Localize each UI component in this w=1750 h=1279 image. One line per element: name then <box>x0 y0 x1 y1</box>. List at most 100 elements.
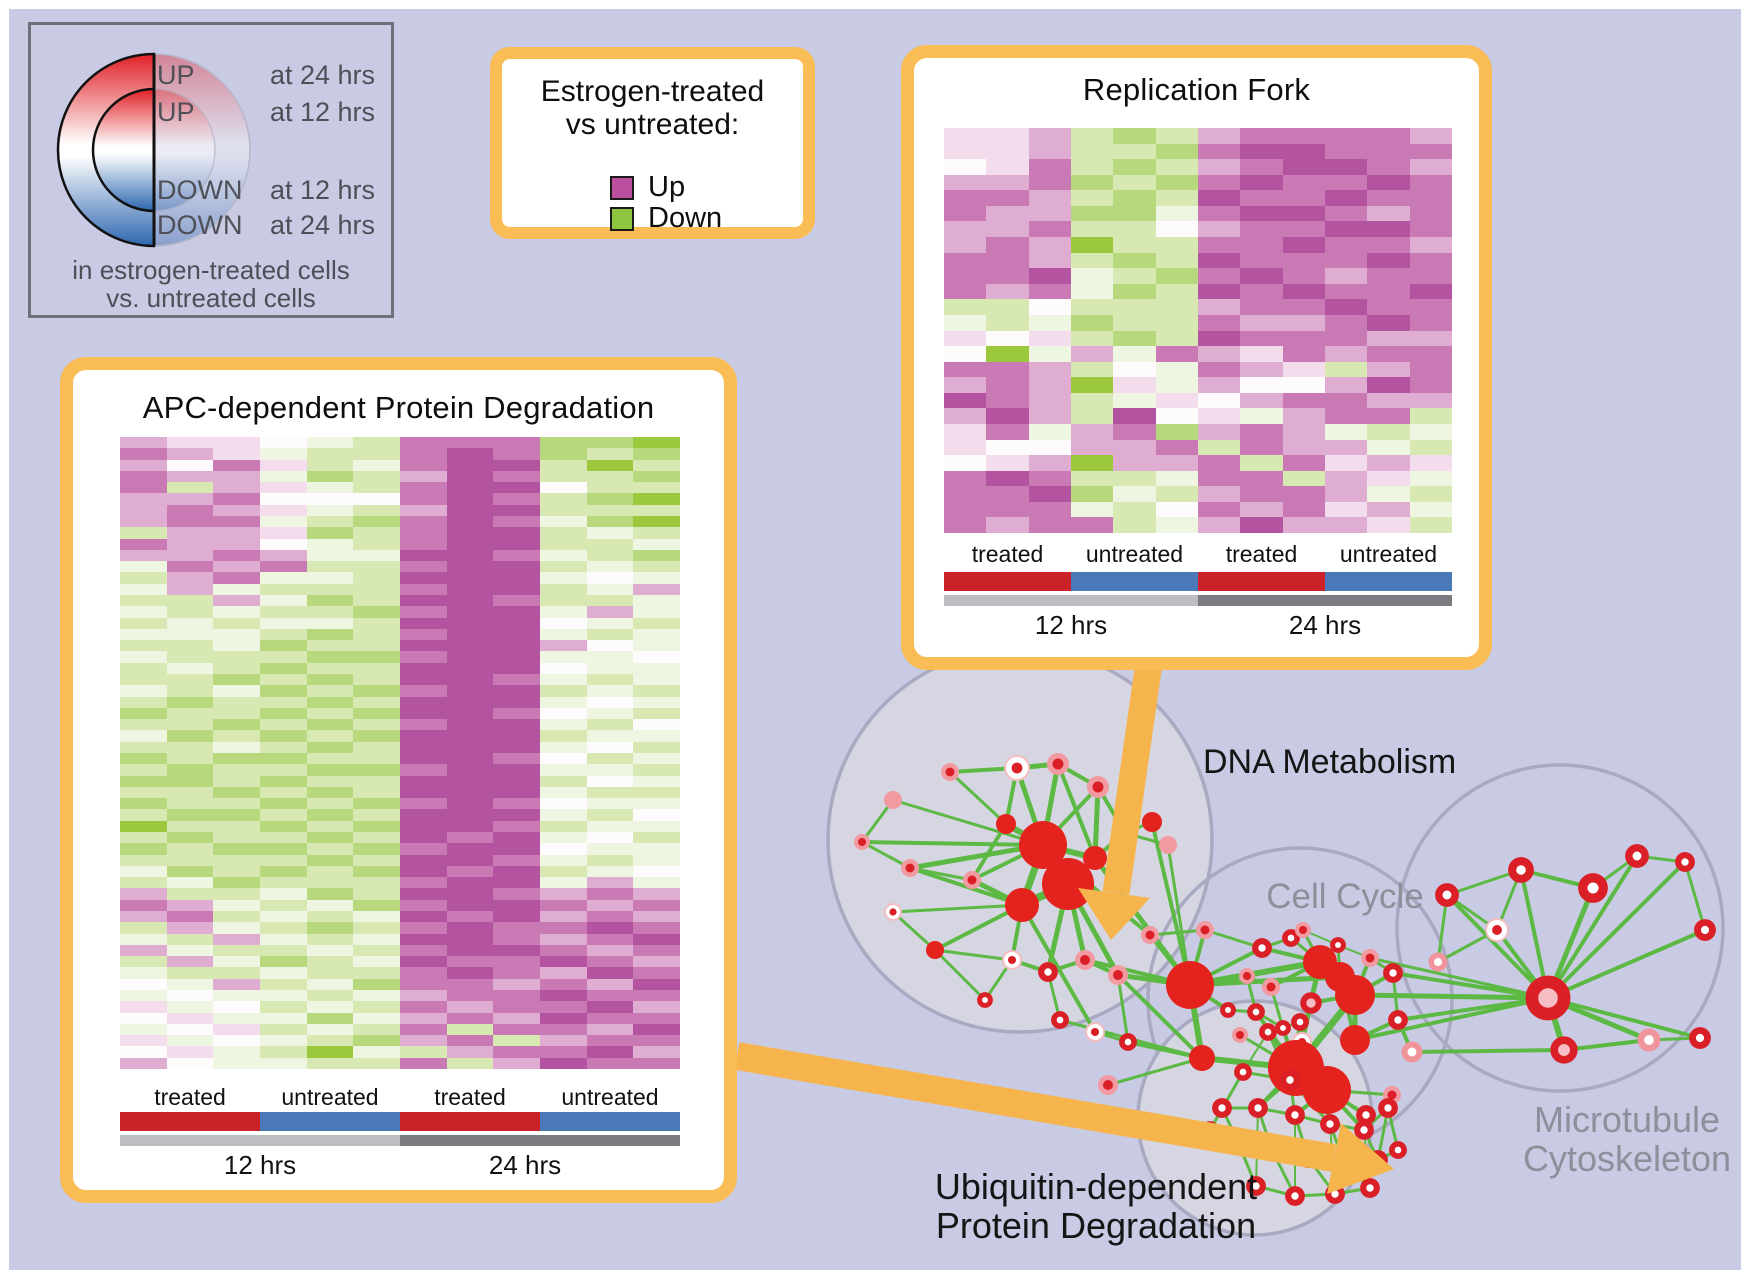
heatmap-cell <box>260 1001 307 1013</box>
heatmap-cell <box>260 538 307 550</box>
heatmap-cell <box>120 786 167 799</box>
heatmap-cell <box>540 515 587 528</box>
heatmap-cell <box>493 922 540 934</box>
heatmap-cell <box>306 1046 354 1058</box>
heatmap-cell <box>1197 190 1241 206</box>
heatmap-cell <box>446 1046 494 1058</box>
heatmap-cell <box>120 865 167 878</box>
apc-group-treated-24: treated <box>434 1084 506 1110</box>
heatmap-cell <box>400 437 447 449</box>
heatmap-cell <box>400 685 447 697</box>
heatmap-cell <box>260 764 307 776</box>
heatmap-cell <box>306 470 354 483</box>
heatmap-cell <box>213 617 260 629</box>
heatmap-cell <box>400 865 447 878</box>
heatmap-cell <box>633 809 680 821</box>
heatmap-cell <box>400 696 447 708</box>
heatmap-cell <box>166 527 214 539</box>
heatmap-cell <box>540 673 587 686</box>
heatmap-cell <box>400 1023 447 1036</box>
heatmap-cell <box>493 437 540 449</box>
heatmap-cell <box>260 628 307 641</box>
heatmap-cell <box>306 1035 354 1047</box>
heatmap-cell <box>493 944 540 957</box>
heatmap-cell <box>493 617 540 629</box>
heatmap-cell <box>1324 252 1368 269</box>
heatmap-cell <box>400 606 447 618</box>
heatmap-cell <box>1070 408 1114 424</box>
heatmap-cell <box>1197 299 1241 315</box>
heatmap-cell <box>166 899 214 911</box>
heatmap-cell <box>586 437 634 449</box>
heatmap-cell <box>944 392 987 409</box>
heatmap-cell <box>586 967 634 979</box>
heatmap-cell <box>986 159 1029 175</box>
heatmap-cell <box>260 1012 307 1024</box>
heatmap-cell <box>353 944 400 957</box>
heatmap-cell <box>400 561 447 573</box>
heatmap-cell <box>353 696 400 708</box>
heatmap-cell <box>540 561 587 573</box>
heatmap-cell <box>306 1023 354 1036</box>
heatmap-cell <box>166 719 214 731</box>
heatmap-cell <box>213 989 260 1002</box>
heatmap-cell <box>586 843 634 855</box>
heatmap-cell <box>493 640 540 652</box>
heatmap-cell <box>1367 392 1410 409</box>
heatmap-cell <box>353 504 400 516</box>
heatmap-cell <box>306 775 354 787</box>
heatmap-cell <box>1028 377 1071 393</box>
heatmap-cell <box>166 662 214 674</box>
heatmap-cell <box>1113 439 1156 456</box>
heatmap-cell <box>586 933 634 945</box>
heatmap-cell <box>540 854 587 866</box>
heatmap-cell <box>166 1001 214 1013</box>
heatmap-cell <box>633 1057 680 1069</box>
heatmap-cell <box>213 572 260 584</box>
legend-up-24: UP <box>157 60 195 90</box>
heatmap-cell <box>400 538 447 550</box>
heatmap-cell <box>120 504 167 516</box>
heatmap-cell <box>633 899 680 911</box>
heatmap-cell <box>986 143 1029 160</box>
heatmap-cell <box>446 775 494 787</box>
heatmap-cell <box>1070 455 1114 471</box>
heatmap-cell <box>353 685 400 697</box>
heatmap-cell <box>213 922 260 934</box>
heatmap-cell <box>353 741 400 753</box>
heatmap-cell <box>633 538 680 550</box>
heatmap-cell <box>166 967 214 979</box>
heatmap-cell <box>400 459 447 471</box>
heatmap-cell <box>353 719 400 731</box>
heatmap-cell <box>306 843 354 855</box>
heatmap-cell <box>213 448 260 460</box>
heatmap-cell <box>166 640 214 652</box>
heatmap-cell <box>166 617 214 629</box>
heatmap-cell <box>400 527 447 539</box>
heatmap-cell <box>1409 268 1452 284</box>
heatmap-cell <box>400 809 447 821</box>
heatmap-cell <box>120 1057 167 1069</box>
heatmap-cell <box>400 1001 447 1013</box>
legend-down-12: DOWN <box>157 175 243 205</box>
heatmap-cell <box>260 549 307 562</box>
heatmap-cell <box>400 888 447 900</box>
heatmap-cell <box>1324 237 1368 253</box>
heatmap-cell <box>1028 517 1071 533</box>
heatmap-cell <box>120 1012 167 1024</box>
heatmap-cell <box>540 1057 587 1069</box>
heatmap-cell <box>166 752 214 765</box>
heatmap-cell <box>213 493 260 505</box>
heatmap-cell <box>986 361 1029 378</box>
heatmap-cell <box>353 989 400 1002</box>
heatmap-cell <box>493 572 540 584</box>
heatmap-cell <box>260 978 307 990</box>
heatmap-cell <box>353 673 400 686</box>
heatmap-cell <box>633 1023 680 1036</box>
heatmap-cell <box>1070 205 1114 222</box>
heatmap-cell <box>446 843 494 855</box>
heatmap-cell <box>120 719 167 731</box>
heatmap-cell <box>306 910 354 923</box>
heatmap-cell <box>493 685 540 697</box>
heatmap-cell <box>213 854 260 866</box>
